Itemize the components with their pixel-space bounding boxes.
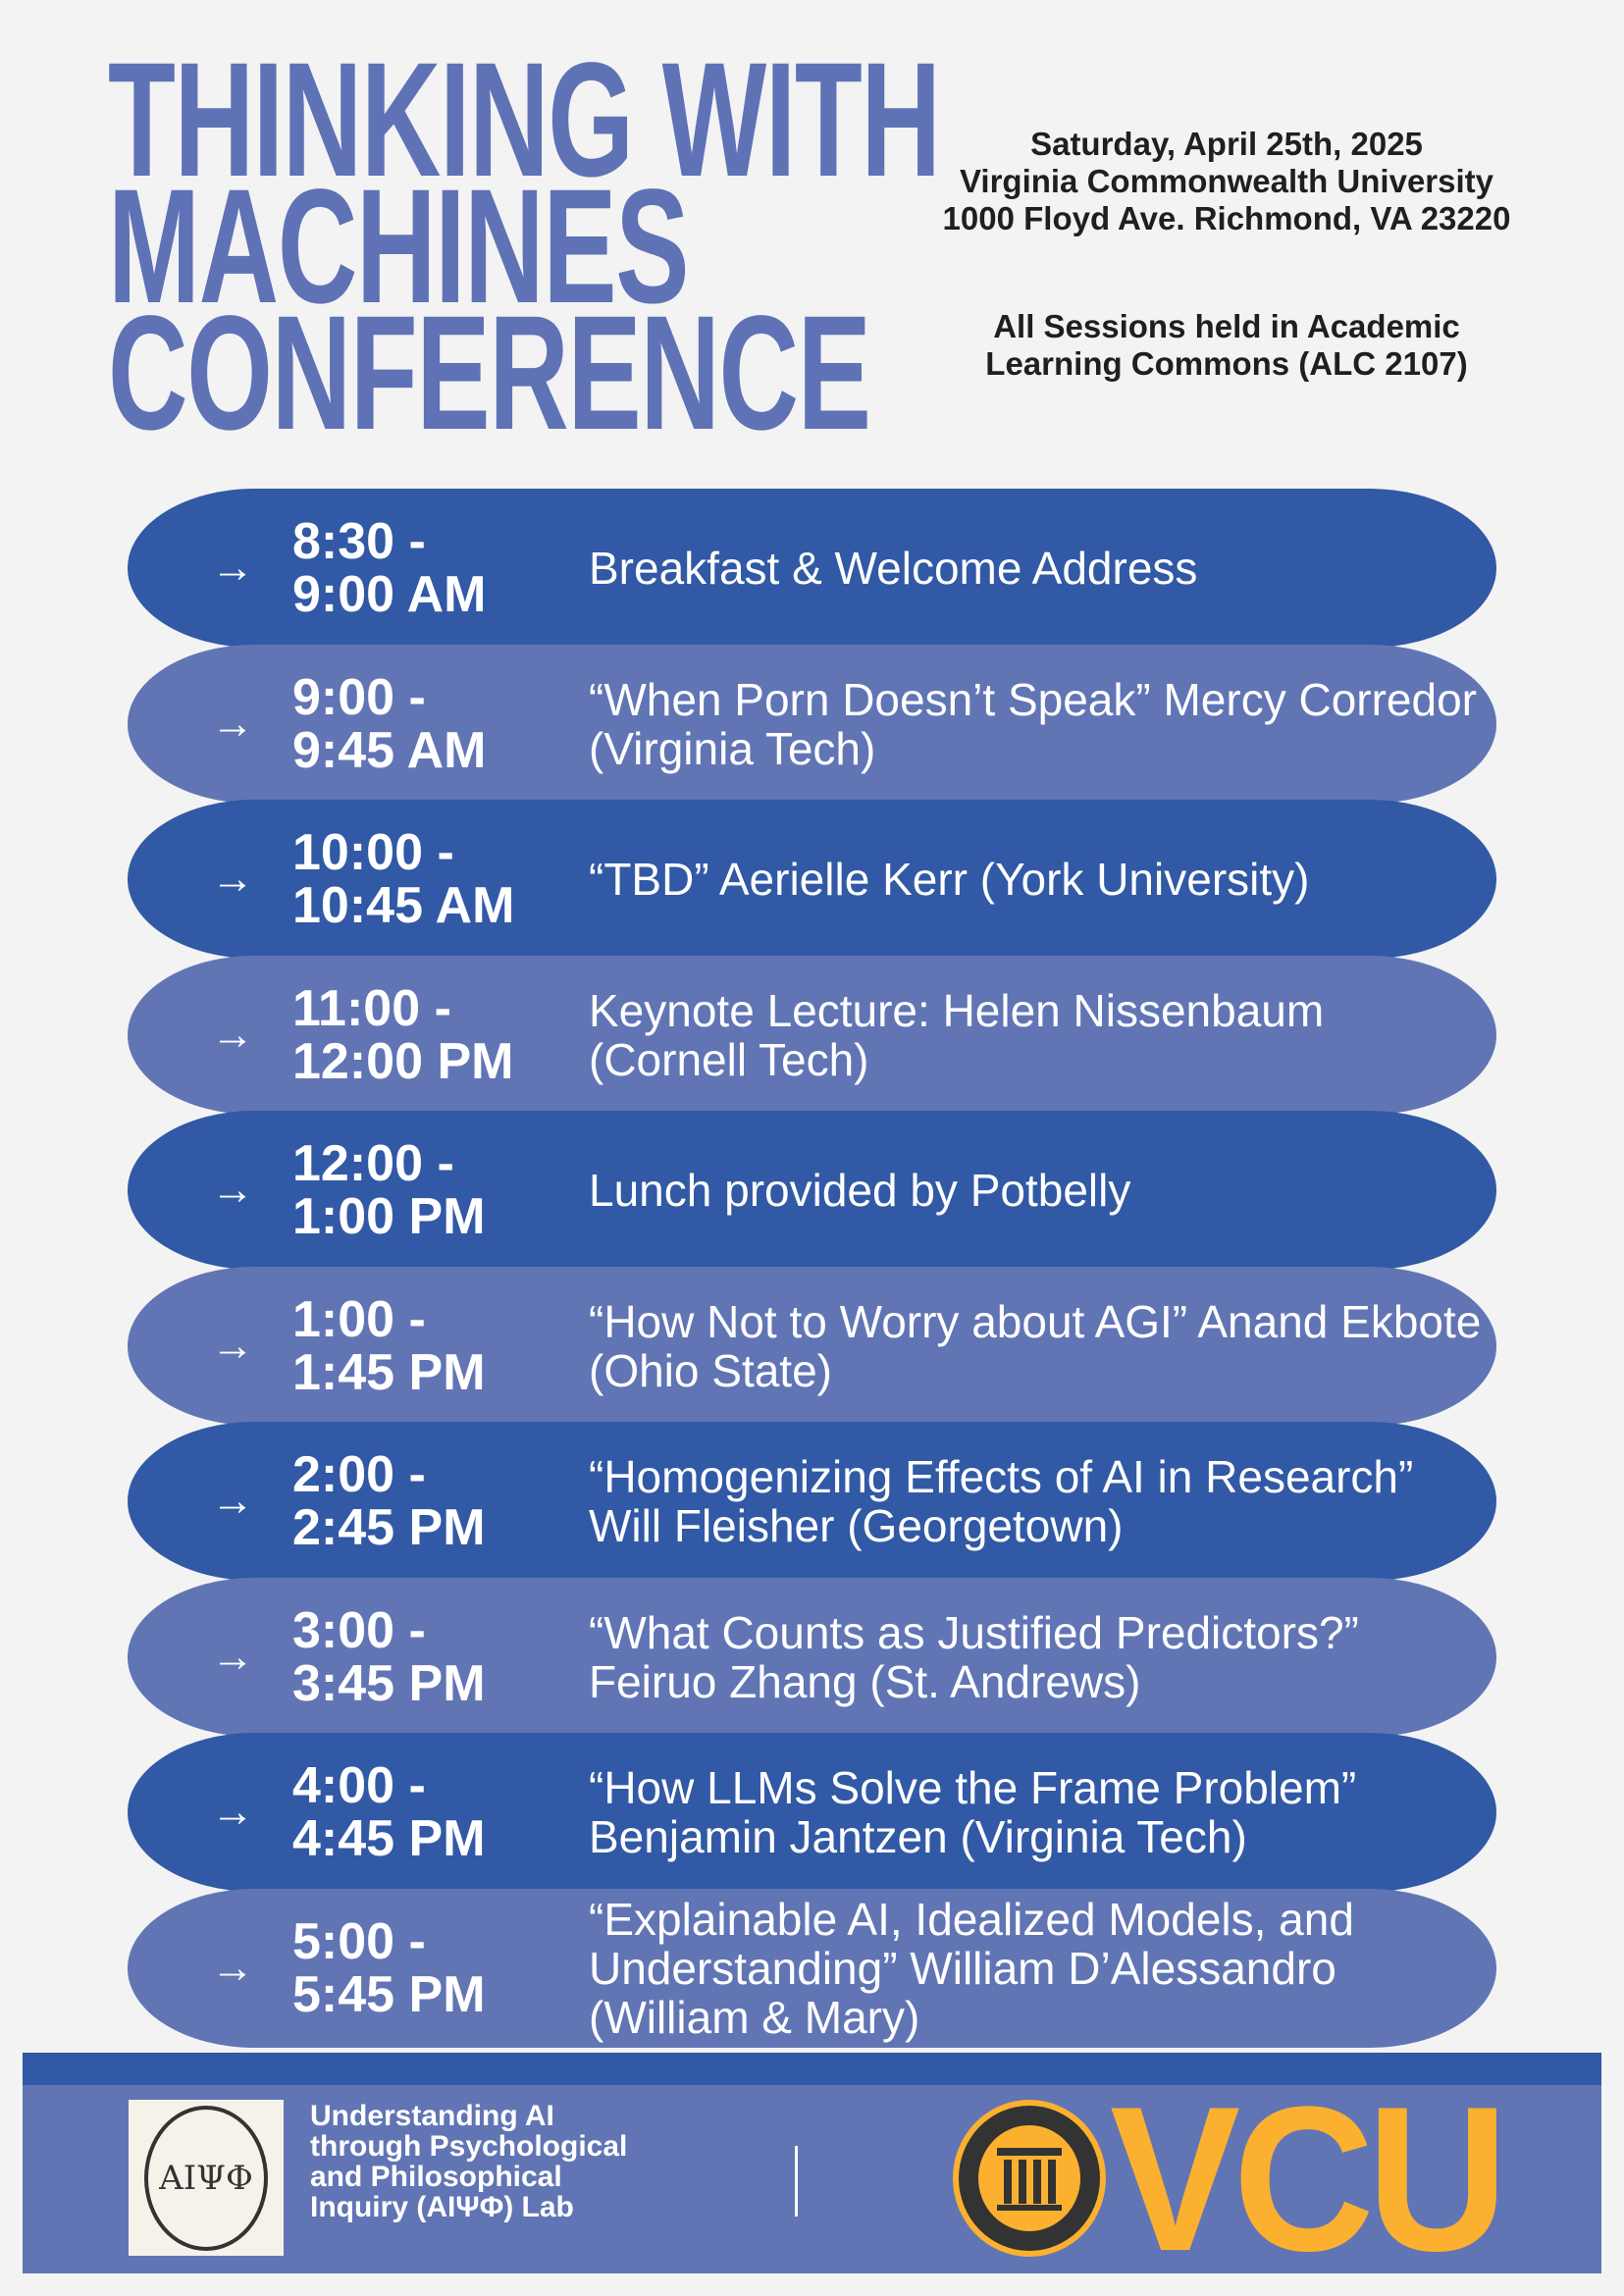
arrow-right-icon: →	[211, 855, 254, 903]
session-description: “When Porn Doesn’t Speak” Mercy Corredor…	[589, 673, 1477, 774]
time-end: 1:00 PM	[292, 1188, 486, 1245]
conference-title: THINKING WITH MACHINES CONFERENCE	[108, 29, 941, 464]
time-end: 2:45 PM	[292, 1499, 486, 1556]
time-start: 9:00 -	[292, 668, 426, 726]
arrow-right-icon: →	[211, 1632, 254, 1681]
time-start: 10:00 -	[292, 824, 454, 881]
vcu-logo: VCU	[1110, 2063, 1508, 2294]
session-location-line: Learning Commons (ALC 2107)	[985, 345, 1468, 382]
session-time: 11:00 -12:00 PM	[292, 982, 513, 1088]
time-end: 4:45 PM	[292, 1810, 486, 1867]
session-time: 10:00 -10:45 AM	[292, 826, 514, 932]
session-time: 4:00 -4:45 PM	[292, 1759, 486, 1865]
session-time: 12:00 -1:00 PM	[292, 1137, 486, 1243]
time-start: 8:30 -	[292, 513, 426, 570]
schedule-item: → 9:00 -9:45 AM “When Porn Doesn’t Speak” …	[128, 644, 1496, 804]
time-start: 2:00 -	[292, 1446, 426, 1503]
lab-logo-text: AIΨΦ	[144, 2105, 268, 2251]
schedule-item: → 4:00 -4:45 PM “How LLMs Solve the Frame …	[128, 1733, 1496, 1892]
event-address: 1000 Floyd Ave. Richmond, VA 23220	[942, 200, 1511, 236]
session-location: All Sessions held in Academic Learning C…	[883, 308, 1570, 383]
time-end: 5:45 PM	[292, 1965, 486, 2023]
schedule-item: → 3:00 -3:45 PM “What Counts as Justified …	[128, 1577, 1496, 1737]
schedule-item: → 8:30 -9:00 AM Breakfast & Welcome Addres…	[128, 489, 1496, 648]
schedule-item: → 11:00 -12:00 PM Keynote Lecture: Helen N…	[128, 955, 1496, 1115]
title-line: THINKING WITH	[108, 29, 941, 211]
session-description: Keynote Lecture: Helen Nissenbaum (Corne…	[589, 984, 1325, 1085]
schedule-item: → 5:00 -5:45 PM “Explainable AI, Idealized…	[128, 1888, 1496, 2048]
session-description: “How Not to Worry about AGI” Anand Ekbot…	[589, 1295, 1482, 1396]
session-time: 1:00 -1:45 PM	[292, 1293, 486, 1399]
footer-bar	[23, 2053, 1601, 2085]
arrow-right-icon: →	[211, 1166, 254, 1214]
session-time: 9:00 -9:45 AM	[292, 671, 486, 777]
divider	[795, 2146, 798, 2217]
title-line: CONFERENCE	[108, 283, 871, 464]
session-description: “What Counts as Justified Predictors?” F…	[589, 1606, 1359, 1707]
arrow-right-icon: →	[211, 1788, 254, 1836]
time-end: 12:00 PM	[292, 1032, 514, 1090]
schedule-item: → 2:00 -2:45 PM “Homogenizing Effects of A…	[128, 1422, 1496, 1581]
session-time: 2:00 -2:45 PM	[292, 1448, 486, 1554]
time-start: 3:00 -	[292, 1601, 426, 1659]
time-end: 1:45 PM	[292, 1343, 486, 1401]
arrow-right-icon: →	[211, 1321, 254, 1370]
arrow-right-icon: →	[211, 1477, 254, 1525]
time-start: 1:00 -	[292, 1290, 426, 1348]
arrow-right-icon: →	[211, 699, 254, 748]
schedule-item: → 12:00 -1:00 PM Lunch provided by Potbell…	[128, 1111, 1496, 1270]
lab-name: Understanding AI through Psychological a…	[310, 2100, 628, 2223]
title-line: MACHINES	[108, 156, 690, 338]
schedule-item: → 1:00 -1:45 PM “How Not to Worry about AG…	[128, 1266, 1496, 1426]
time-start: 11:00 -	[292, 979, 451, 1037]
arrow-right-icon: →	[211, 544, 254, 592]
session-time: 8:30 -9:00 AM	[292, 515, 486, 621]
session-location-line: All Sessions held in Academic	[993, 308, 1460, 344]
time-end: 10:45 AM	[292, 877, 515, 934]
time-start: 4:00 -	[292, 1757, 426, 1814]
event-date: Saturday, April 25th, 2025	[1030, 126, 1423, 162]
time-end: 9:00 AM	[292, 566, 487, 623]
vcu-seal-logo	[953, 2100, 1106, 2257]
lab-logo: AIΨΦ	[129, 2100, 284, 2256]
time-end: 3:45 PM	[292, 1654, 486, 1712]
session-description: “How LLMs Solve the Frame Problem” Benja…	[589, 1762, 1357, 1862]
schedule-item: → 10:00 -10:45 AM “TBD” Aerielle Kerr (Yor…	[128, 800, 1496, 959]
session-time: 5:00 -5:45 PM	[292, 1915, 486, 2021]
event-info: Saturday, April 25th, 2025 Virginia Comm…	[883, 126, 1570, 237]
session-time: 3:00 -3:45 PM	[292, 1604, 486, 1710]
event-venue: Virginia Commonwealth University	[959, 163, 1494, 199]
time-end: 9:45 AM	[292, 721, 487, 779]
session-description: Breakfast & Welcome Address	[589, 543, 1198, 594]
session-description: “Explainable AI, Idealized Models, and U…	[589, 1893, 1354, 2043]
time-start: 12:00 -	[292, 1135, 454, 1192]
session-description: Lunch provided by Potbelly	[589, 1165, 1131, 1216]
footer: AIΨΦ Understanding AI through Psychologi…	[23, 2071, 1601, 2287]
arrow-right-icon: →	[211, 1010, 254, 1059]
session-description: “TBD” Aerielle Kerr (York University)	[589, 854, 1310, 905]
session-description: “Homogenizing Effects of AI in Research”…	[589, 1451, 1414, 1551]
arrow-right-icon: →	[211, 1943, 254, 1992]
time-start: 5:00 -	[292, 1912, 426, 1970]
